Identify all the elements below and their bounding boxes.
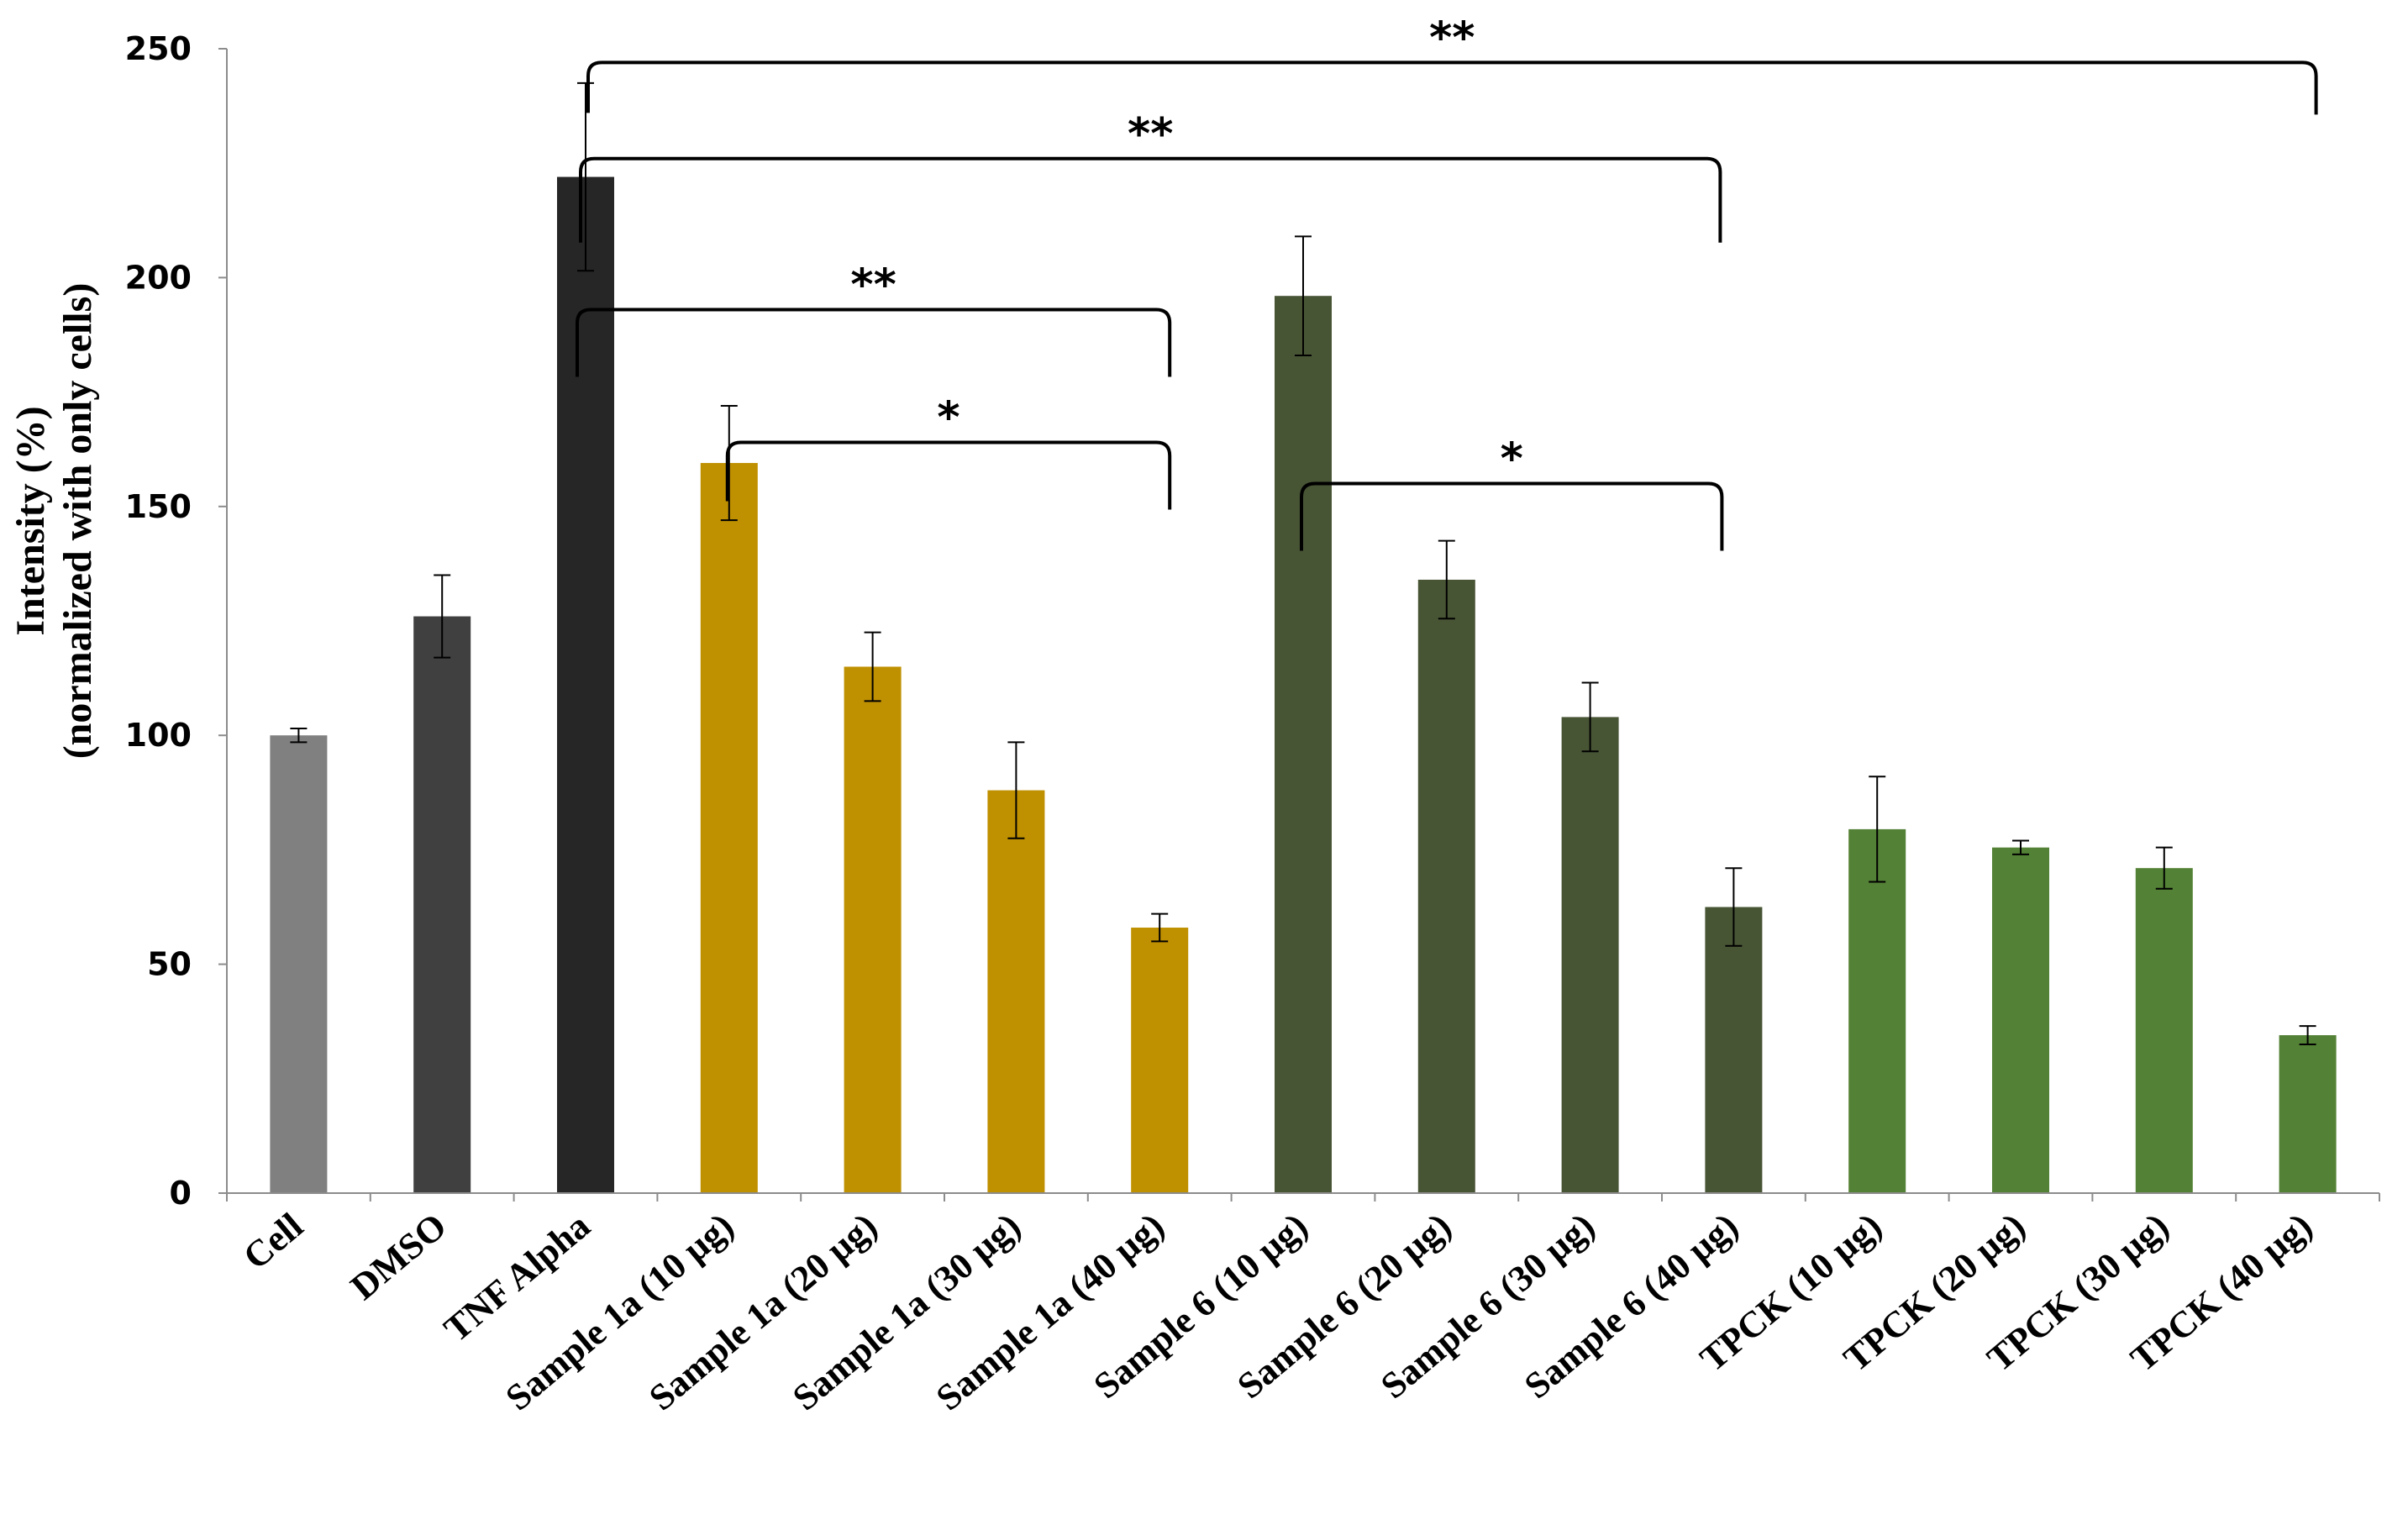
y-axis-sublabel: (normalized with only cells)	[55, 283, 100, 760]
significance-bracket	[725, 440, 1172, 510]
bar	[987, 790, 1045, 1193]
bar	[1992, 847, 2049, 1193]
x-tick-label: Cell	[235, 1205, 311, 1277]
bar	[1417, 579, 1475, 1193]
y-axis-label: Intensity (%)	[8, 406, 53, 635]
bar	[557, 176, 614, 1194]
significance-bracket	[576, 308, 1172, 377]
bar	[2135, 868, 2193, 1193]
bar	[413, 616, 471, 1193]
y-tick-label: 150	[125, 488, 192, 525]
y-axis-title: Intensity (%) (normalized with only cell…	[8, 283, 100, 760]
y-tick-label: 50	[147, 946, 192, 983]
significance-label: *	[937, 393, 960, 444]
bar	[844, 666, 902, 1193]
bar	[1131, 928, 1189, 1193]
bar	[1848, 828, 1906, 1193]
significance-label: **	[1429, 13, 1475, 63]
significance-bracket	[1300, 481, 1724, 551]
bar	[1705, 907, 1763, 1193]
significance-bracket	[579, 156, 1722, 243]
significance-label: *	[1501, 434, 1523, 485]
y-tick-label: 200	[125, 259, 192, 296]
bar	[2279, 1035, 2337, 1193]
bar	[700, 463, 758, 1193]
y-tick-label: 250	[125, 30, 192, 67]
bar	[1561, 717, 1619, 1193]
y-tick-label: 0	[170, 1175, 192, 1212]
bar	[1275, 296, 1332, 1193]
significance-bracket	[586, 60, 2318, 115]
x-tick-label: DMSO	[343, 1205, 455, 1307]
significance-label: **	[1128, 109, 1173, 160]
bar	[270, 735, 328, 1193]
significance-label: **	[850, 260, 896, 311]
y-tick-label: 100	[125, 717, 192, 754]
